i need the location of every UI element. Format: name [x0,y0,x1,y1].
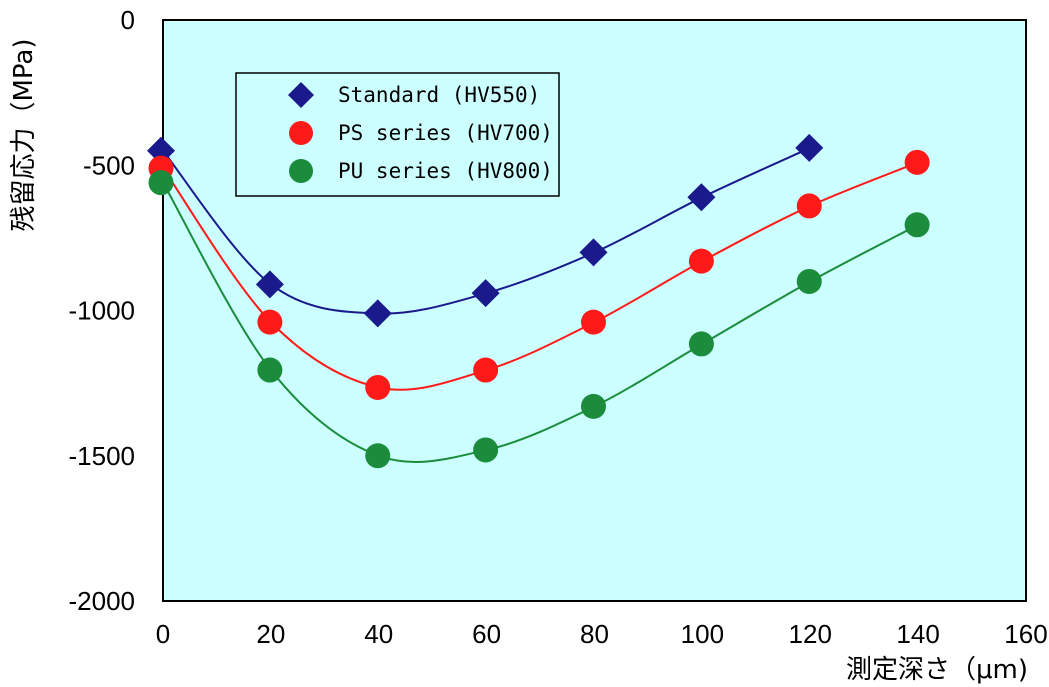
y-tick-label: 0 [121,5,135,35]
x-tick-label: 100 [681,619,724,649]
y-axis-ticks: 0 -500 -1000 -1500 -2000 [69,5,136,616]
x-tick-label: 120 [789,619,832,649]
y-tick-label: -500 [83,150,135,180]
data-point [796,268,822,294]
legend-items: Standard (HV550) PS series (HV700) PU seri… [288,82,553,183]
x-tick-label: 160 [1004,619,1047,649]
data-point [257,357,283,383]
data-point [473,437,499,463]
x-tick-label: 80 [580,619,609,649]
x-tick-label: 0 [156,619,170,649]
data-point [255,270,284,299]
x-axis-label: 測定深さ（μm) [846,655,1028,685]
legend-marker [288,82,314,108]
legend-marker [289,121,313,145]
y-tick-label: -1000 [69,296,136,326]
data-point [796,193,822,219]
y-tick-label: -1500 [69,441,136,471]
legend-label: Standard (HV550) [338,83,540,107]
data-point [688,331,714,357]
legend: Standard (HV550) PS series (HV700) PU seri… [235,72,560,197]
x-axis-ticks: 0 20 40 60 80 100 120 140 160 [156,619,1048,649]
legend-label: PS series (HV700) [338,121,553,145]
data-point [688,248,714,274]
data-point [904,149,930,175]
data-point [365,374,391,400]
data-point [904,212,930,238]
data-point [365,443,391,469]
data-point [148,170,174,196]
data-point [581,309,606,335]
series-markers [147,133,930,469]
data-point [795,133,824,162]
x-tick-label: 140 [896,619,939,649]
y-tick-label: -2000 [69,586,136,616]
data-point [579,238,608,267]
data-point [581,393,606,419]
data-point [363,299,392,328]
x-tick-label: 40 [364,619,393,649]
data-point [687,183,716,212]
x-tick-label: 60 [472,619,501,649]
data-point [257,309,283,335]
x-tick-label: 20 [256,619,285,649]
legend-marker [289,159,313,183]
data-point [473,357,499,383]
data-point [471,279,500,308]
data-point [147,136,175,165]
legend-label: PU series (HV800) [338,159,553,183]
y-axis-label: 残留応力（MPa) [9,38,39,231]
